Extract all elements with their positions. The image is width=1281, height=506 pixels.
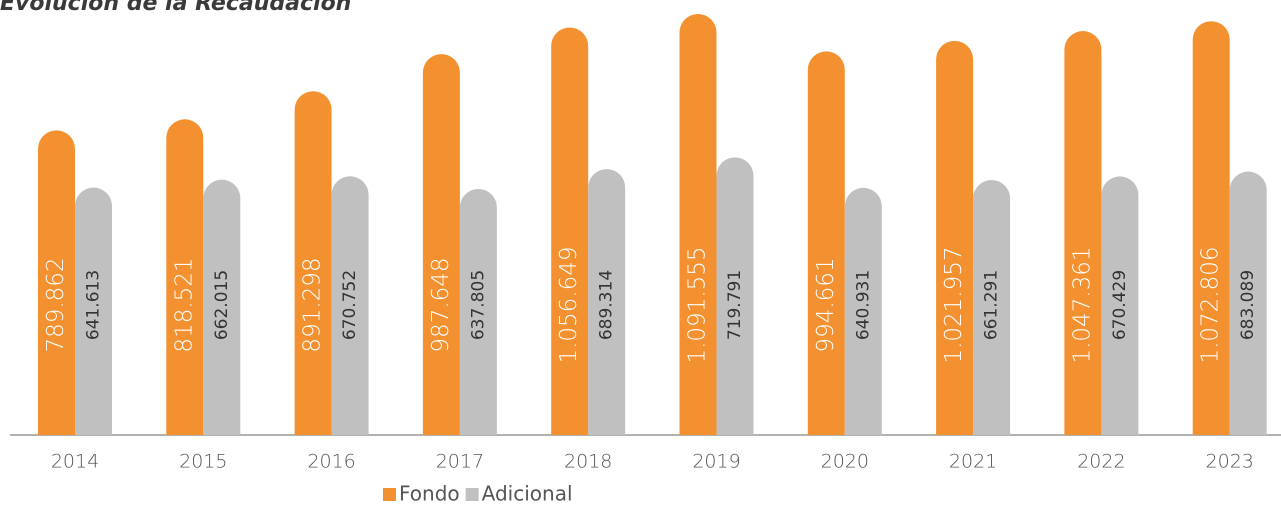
value-label: 1.056.649	[556, 246, 582, 363]
bar	[973, 179, 1011, 435]
x-tick-label: 2021	[949, 451, 997, 473]
value-label: 640.931	[853, 270, 873, 340]
bar	[422, 54, 460, 436]
bar	[588, 169, 626, 435]
legend-label: Adicional	[482, 482, 573, 506]
value-label: 661.291	[982, 270, 1002, 340]
x-tick-label: 2017	[436, 451, 484, 473]
value-label: 1.072.806	[1198, 246, 1224, 363]
legend-label: Fondo	[399, 482, 460, 506]
bar	[807, 51, 845, 436]
value-label: 719.791	[725, 270, 745, 340]
value-label: 689.314	[597, 270, 617, 340]
x-tick-label: 2020	[821, 451, 869, 473]
bar	[459, 189, 497, 435]
value-label: 662.015	[212, 270, 232, 340]
bar	[294, 91, 332, 435]
value-label: 670.752	[340, 270, 360, 340]
x-tick-label: 2023	[1206, 451, 1254, 473]
value-label: 1.091.555	[685, 246, 711, 363]
x-tick-label: 2015	[179, 451, 227, 473]
value-label: 987.648	[428, 257, 454, 352]
x-tick-label: 2018	[564, 451, 612, 473]
value-label: 891.298	[300, 257, 326, 352]
value-label: 683.089	[1238, 270, 1258, 340]
x-tick-label: 2014	[51, 451, 99, 473]
x-tick-label: 2022	[1077, 451, 1125, 473]
bar	[203, 179, 241, 435]
bar	[551, 27, 589, 436]
value-label: 1.021.957	[941, 246, 967, 363]
bar	[38, 130, 75, 435]
bar	[1101, 176, 1139, 435]
bar	[844, 187, 882, 435]
value-label: 994.661	[813, 257, 839, 352]
value-label: 1.047.361	[1069, 246, 1095, 363]
value-label: 818.521	[171, 257, 197, 352]
value-label: 670.429	[1110, 270, 1130, 340]
bar	[936, 40, 974, 435]
legend-swatch	[465, 488, 479, 501]
bar	[679, 14, 717, 435]
bar	[166, 119, 204, 435]
value-label: 789.862	[43, 257, 69, 352]
bar	[1192, 21, 1230, 436]
x-tick-label: 2019	[692, 451, 740, 473]
x-tick-label: 2016	[307, 451, 355, 473]
bar	[331, 176, 369, 435]
legend-swatch	[383, 488, 396, 501]
bar	[1229, 171, 1267, 435]
bar	[1064, 31, 1102, 436]
value-label: 641.613	[84, 270, 104, 340]
chart-title: Evolución de la Recaudación	[0, 0, 351, 16]
bar	[75, 187, 112, 435]
value-label: 637.805	[468, 270, 488, 340]
bar	[716, 157, 754, 436]
